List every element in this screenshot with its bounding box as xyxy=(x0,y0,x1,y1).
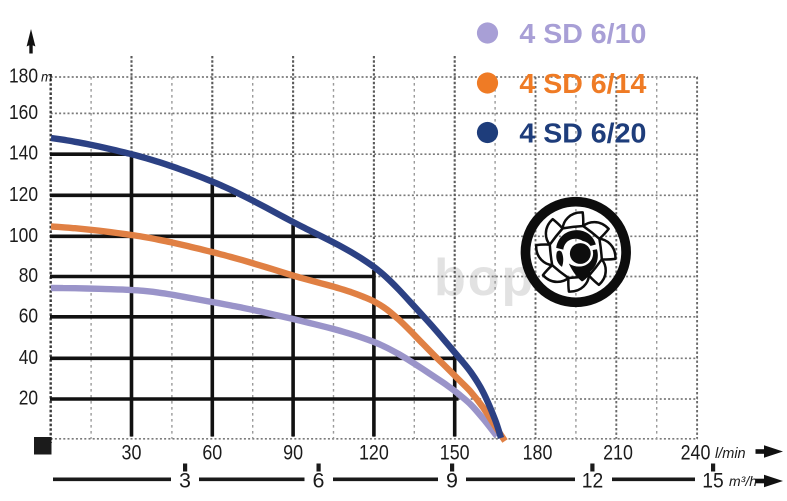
svg-text:210: 210 xyxy=(603,442,633,465)
svg-text:180: 180 xyxy=(9,66,38,88)
svg-text:l/min: l/min xyxy=(715,446,746,462)
svg-text:m: m xyxy=(41,70,52,85)
svg-text:80: 80 xyxy=(19,265,38,287)
svg-text:240: 240 xyxy=(681,442,711,465)
svg-text:150: 150 xyxy=(440,442,470,465)
svg-text:180: 180 xyxy=(523,442,553,465)
svg-text:4 SD 6/14: 4 SD 6/14 xyxy=(519,68,646,99)
svg-text:6: 6 xyxy=(313,469,325,493)
svg-text:140: 140 xyxy=(9,143,38,165)
svg-text:120: 120 xyxy=(9,184,38,206)
svg-text:20: 20 xyxy=(19,388,38,410)
svg-text:m³/h: m³/h xyxy=(729,473,757,489)
svg-text:100: 100 xyxy=(9,225,38,247)
svg-text:120: 120 xyxy=(359,442,389,465)
svg-text:3: 3 xyxy=(179,469,191,493)
svg-text:12: 12 xyxy=(582,469,604,493)
svg-text:90: 90 xyxy=(283,442,303,465)
svg-text:60: 60 xyxy=(19,305,38,327)
svg-text:4 SD 6/10: 4 SD 6/10 xyxy=(519,18,646,49)
svg-text:40: 40 xyxy=(19,347,38,369)
svg-text:9: 9 xyxy=(446,469,458,493)
svg-text:4 SD 6/20: 4 SD 6/20 xyxy=(519,118,646,149)
svg-text:15: 15 xyxy=(702,469,724,493)
svg-text:60: 60 xyxy=(202,442,222,465)
svg-text:30: 30 xyxy=(122,442,142,465)
svg-text:bop: bop xyxy=(434,249,535,307)
svg-text:160: 160 xyxy=(9,102,38,124)
